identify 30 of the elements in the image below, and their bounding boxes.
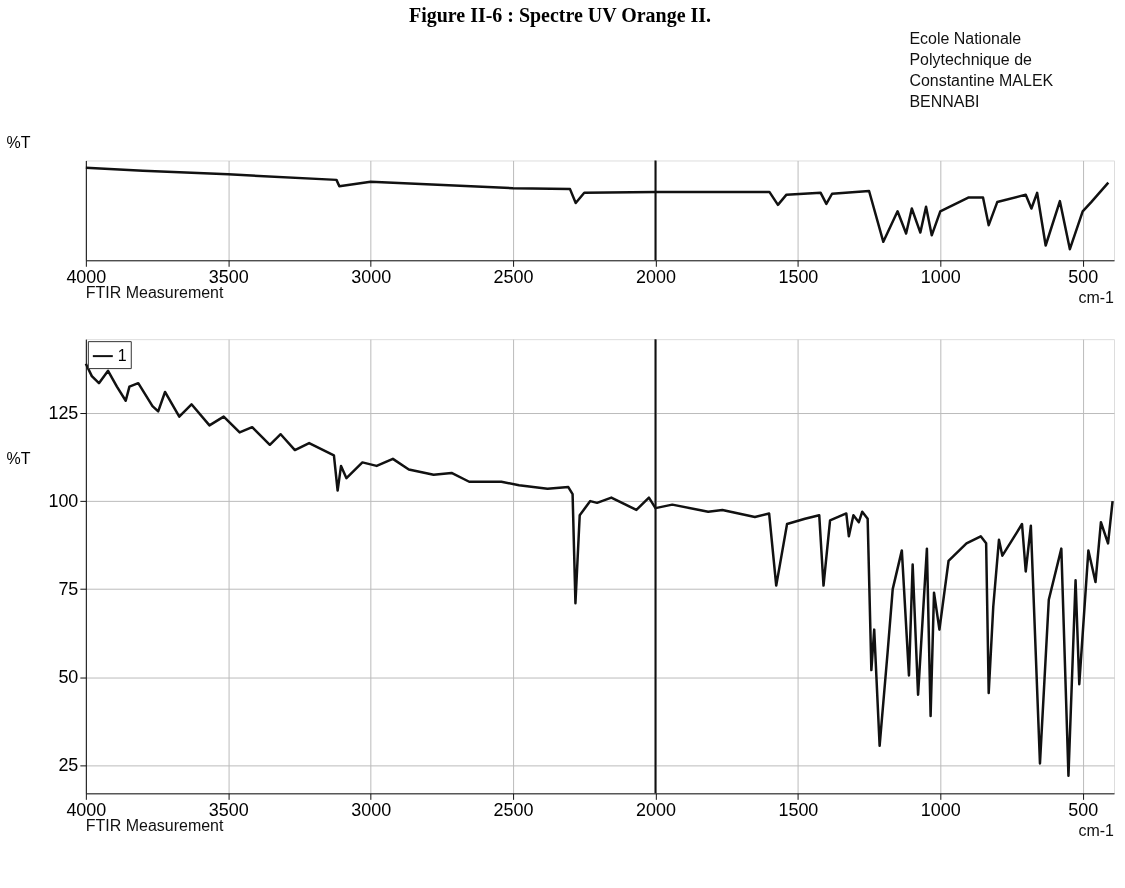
chart-title: Figure II-6 : Spectre UV Orange II. (408, 4, 712, 28)
x-tick-label: 2000 (635, 799, 676, 820)
x-tick-label: 2500 (493, 266, 534, 287)
x-tick-label: 500 (1068, 799, 1099, 820)
x-tick-label: 4000 (66, 799, 107, 820)
x-tick-label: 3000 (351, 266, 392, 287)
x-tick-label: 1500 (778, 799, 819, 820)
y-axis-title: %T (6, 449, 31, 467)
y-tick-label: 75 (58, 578, 79, 599)
y-tick-label: 125 (48, 402, 79, 423)
text: Ecole Nationale Polytechnique de Constantine MALEK BENNABI (909, 29, 1054, 110)
x-tick-label: 3500 (208, 266, 249, 287)
x-tick-label: 500 (1068, 266, 1099, 287)
x-axis-title: cm-1 (1078, 822, 1115, 840)
x-tick-label: 1000 (920, 799, 961, 820)
y-tick-label: 25 (58, 754, 79, 775)
x-tick-label: 3500 (208, 799, 249, 820)
y-axis-title: %T (6, 133, 31, 151)
text: FTIR Measurement (85, 817, 224, 835)
y-tick-label: 100 (48, 490, 79, 511)
x-axis-title: cm-1 (1078, 289, 1115, 307)
x-tick-label: 4000 (66, 266, 107, 287)
x-tick-label: 2000 (635, 266, 676, 287)
x-tick-label: 3000 (351, 799, 392, 820)
text: FTIR Measurement (85, 284, 224, 302)
x-tick-label: 1500 (778, 266, 819, 287)
legend-label: 1 (117, 347, 127, 365)
y-tick-label: 50 (58, 666, 79, 687)
x-tick-label: 2500 (493, 799, 534, 820)
x-tick-label: 1000 (920, 266, 961, 287)
